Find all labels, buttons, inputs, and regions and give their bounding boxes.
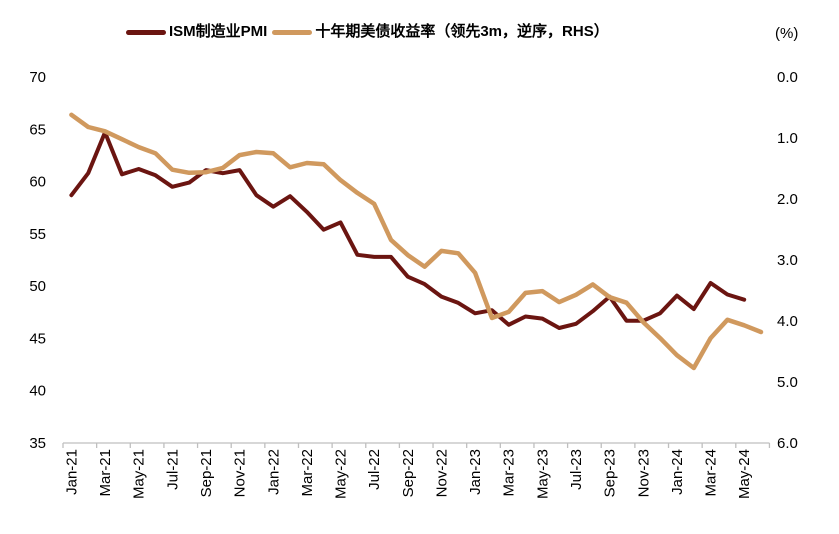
x-axis-tick-label: Nov-23 <box>635 449 652 497</box>
x-axis-tick-label: Jan-21 <box>63 449 80 495</box>
left-axis-tick-label: 40 <box>29 383 46 400</box>
x-axis-tick-label: Nov-21 <box>232 449 249 497</box>
x-axis-tick-label: Sep-23 <box>602 449 619 497</box>
x-axis-tick-label: Jul-23 <box>568 449 585 490</box>
chart-legend: ISM制造业PMI 十年期美债收益率（领先3m，逆序，RHS） <box>126 23 609 41</box>
x-axis-tick-label: May-23 <box>534 449 551 499</box>
left-axis-tick-label: 55 <box>29 226 46 243</box>
right-axis-tick-label: 0.0 <box>777 69 798 86</box>
left-axis-tick-label: 45 <box>29 330 46 347</box>
x-axis-tick-label: Jan-24 <box>669 449 686 495</box>
right-axis-tick-label: 2.0 <box>777 191 798 208</box>
legend-swatch-ism-pmi <box>126 29 166 35</box>
legend-item-ism-pmi: ISM制造业PMI <box>126 23 267 41</box>
right-axis-tick-label: 1.0 <box>777 130 798 147</box>
x-axis-tick-label: May-21 <box>131 449 148 499</box>
series-line-ism-pmi <box>69 130 747 330</box>
x-axis-tick-label: Sep-21 <box>198 449 215 497</box>
legend-swatch-ust10y-yield <box>272 29 313 35</box>
x-axis-tick-label: Jan-22 <box>265 449 282 495</box>
legend-label-ust10y-yield: 十年期美债收益率（领先3m，逆序，RHS） <box>315 23 609 40</box>
x-axis-tick-label: Mar-22 <box>299 449 316 497</box>
right-axis-tick-label: 3.0 <box>777 252 798 269</box>
x-axis-tick-label: May-24 <box>736 449 753 499</box>
x-axis-tick-label: Mar-24 <box>703 449 720 497</box>
x-axis-tick-label: Jul-22 <box>366 449 383 490</box>
x-axis-tick-label: Jan-23 <box>467 449 484 495</box>
x-axis-tick-label: May-22 <box>333 449 350 499</box>
left-axis-tick-label: 65 <box>29 121 46 138</box>
right-axis-tick-label: 5.0 <box>777 374 798 391</box>
x-axis-tick-label: Nov-22 <box>433 449 450 497</box>
x-axis-tick-label: Jul-21 <box>164 449 181 490</box>
left-axis-tick-label: 70 <box>29 69 46 86</box>
left-axis-tick-label: 35 <box>29 435 46 452</box>
series-line-ust10y-yield <box>69 112 764 371</box>
x-axis-tick-label: Mar-23 <box>501 449 518 497</box>
legend-label-ism-pmi: ISM制造业PMI <box>169 23 268 40</box>
right-axis-tick-label: 6.0 <box>777 435 798 452</box>
left-axis-tick-label: 60 <box>29 174 46 191</box>
x-axis-tick-label: Mar-21 <box>97 449 114 497</box>
x-axis-tick-label: Sep-22 <box>400 449 417 497</box>
left-axis-tick-label: 50 <box>29 278 46 295</box>
right-axis-unit-label: (%) <box>775 25 799 42</box>
right-axis-tick-label: 4.0 <box>777 313 798 330</box>
legend-item-ust10y-yield: 十年期美债收益率（领先3m，逆序，RHS） <box>272 23 609 41</box>
